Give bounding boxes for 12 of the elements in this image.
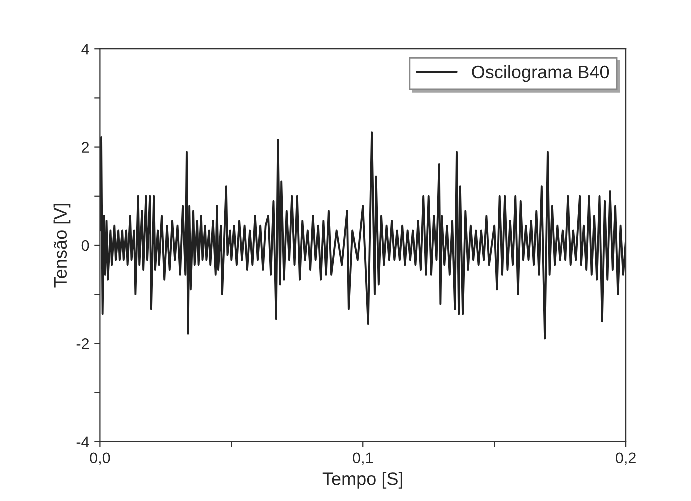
x-tick-label: 0,0 [90, 452, 110, 466]
legend-label: Oscilograma B40 [472, 65, 610, 82]
x-tick-label: 0,2 [616, 452, 636, 466]
x-tick-label: 0,1 [353, 452, 373, 466]
x-axis-title: Tempo [S] [322, 472, 402, 489]
y-tick-label: 4 [82, 44, 90, 55]
y-tick-label: 0 [82, 240, 90, 252]
y-tick-label: -2 [76, 338, 90, 350]
y-tick-label: 2 [82, 142, 90, 153]
line-series [100, 132, 626, 340]
y-axis-title: Tensão [V] [54, 204, 71, 288]
y-tick-label: -4 [76, 436, 90, 448]
